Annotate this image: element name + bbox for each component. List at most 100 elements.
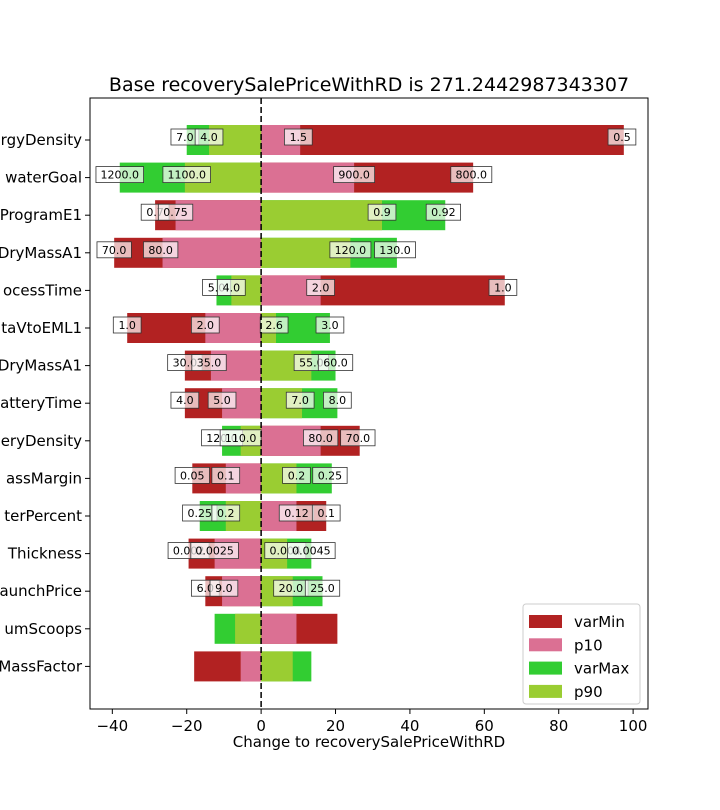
- bar-annotation: 4.0: [217, 278, 246, 296]
- bar-annotation: 0.0025: [190, 542, 239, 559]
- x-tick-label: −20: [171, 717, 203, 735]
- annotation-box: [282, 466, 311, 484]
- annotation-text: 5.0: [213, 394, 231, 407]
- bar-p10-14: [240, 651, 262, 682]
- annotation-box: [174, 466, 210, 484]
- bar-annotation: 8.0: [323, 391, 352, 409]
- bar-annotation: 0.25: [182, 504, 218, 522]
- annotation-box: [194, 128, 224, 146]
- annotation-box: [450, 166, 493, 184]
- bar-annotation: 110.0: [219, 429, 262, 447]
- annotation-text: 1200.0: [101, 169, 140, 182]
- annotation-text: 0.12: [284, 507, 309, 520]
- annotation-text: 4.0: [176, 394, 194, 407]
- legend-swatch-p90: [529, 684, 562, 698]
- bar-annotation: 3.0: [315, 316, 345, 334]
- annotation-box: [112, 316, 142, 334]
- annotation-box: [329, 241, 372, 259]
- y-tick-label: waterGoal: [5, 169, 82, 187]
- annotation-text: 25.0: [310, 582, 335, 595]
- annotation-box: [95, 166, 144, 184]
- annotation-text: 35.0: [197, 357, 222, 370]
- annotation-text: 0.25: [318, 469, 343, 482]
- y-tick-label: atteryTime: [0, 394, 82, 412]
- annotation-box: [207, 391, 237, 409]
- y-tick-label: MassFactor: [0, 657, 83, 675]
- bar-p10-13: [261, 613, 297, 644]
- bar-annotation: 7.0: [285, 391, 315, 409]
- bar-annotation: 80.0: [143, 241, 179, 259]
- annotation-text: 0.2: [217, 507, 235, 520]
- annotation-box: [285, 391, 315, 409]
- annotation-box: [191, 354, 227, 372]
- bar-annotation: 4.0: [194, 128, 224, 146]
- annotation-box: [211, 466, 241, 484]
- y-tick-label: eryDensity: [1, 432, 82, 450]
- y-tick-label: umScoops: [4, 620, 82, 638]
- annotation-text: 9.0: [215, 582, 233, 595]
- annotation-box: [374, 241, 416, 259]
- y-tick-label: DryMassA1: [0, 244, 82, 262]
- annotation-text: 80.0: [148, 244, 173, 257]
- annotation-box: [304, 579, 341, 597]
- annotation-box: [96, 241, 132, 259]
- x-tick-label: 80: [549, 717, 568, 735]
- bar-p90-13: [235, 613, 262, 644]
- bar-annotation: 70.0: [340, 429, 376, 447]
- annotation-text: 0.92: [431, 206, 456, 219]
- annotation-text: 1100.0: [167, 169, 206, 182]
- x-tick-label: 20: [326, 717, 345, 735]
- annotation-box: [217, 278, 246, 296]
- annotation-text: 0.5: [613, 131, 631, 144]
- annotation-text: 130.0: [379, 244, 411, 257]
- annotation-box: [287, 542, 336, 559]
- y-tick-label: ocessTime: [3, 281, 82, 299]
- annotation-box: [333, 166, 376, 184]
- annotation-text: 4.0: [200, 131, 218, 144]
- bar-annotation: 0.9: [367, 203, 397, 221]
- bar-varMin-0: [261, 125, 624, 155]
- y-tick-label: rgyDensity: [1, 131, 82, 149]
- annotation-text: 0.05: [180, 469, 205, 482]
- annotation-box: [425, 203, 462, 221]
- bar-annotation: 800.0: [450, 166, 493, 184]
- x-tick-label: 60: [475, 717, 494, 735]
- annotation-box: [219, 429, 262, 447]
- annotation-text: 0.75: [163, 206, 188, 219]
- bar-annotation: 0.1: [311, 504, 341, 522]
- annotation-text: 1.0: [494, 281, 512, 294]
- legend-swatch-p10: [529, 638, 562, 652]
- annotation-text: 20.0: [279, 582, 304, 595]
- annotation-text: 70.0: [102, 244, 127, 257]
- annotation-box: [317, 354, 354, 372]
- annotation-text: 1.0: [118, 319, 136, 332]
- y-tick-label: assMargin: [6, 469, 82, 487]
- bar-annotation: 1200.0: [95, 166, 144, 184]
- annotation-text: 0.1: [317, 507, 335, 520]
- y-tick-label: terPercent: [4, 507, 82, 525]
- annotation-box: [340, 429, 376, 447]
- annotation-box: [162, 166, 211, 184]
- bar-annotation: 70.0: [96, 241, 132, 259]
- annotation-box: [143, 241, 179, 259]
- bar-annotation: 0.1: [211, 466, 241, 484]
- annotation-text: 80.0: [308, 432, 333, 445]
- bar-annotation: 120.0: [329, 241, 372, 259]
- y-tick-label: DryMassA1: [0, 357, 82, 375]
- annotation-box: [323, 391, 352, 409]
- bar-annotation: 0.25: [312, 466, 348, 484]
- annotation-box: [315, 316, 345, 334]
- legend: varMin p10 varMax p90: [522, 603, 641, 705]
- legend-label-varMin: varMin: [574, 613, 625, 631]
- chart-title: Base recoverySalePriceWithRD is 271.2442…: [109, 74, 629, 96]
- annotation-text: 900.0: [338, 169, 370, 182]
- annotation-box: [312, 466, 348, 484]
- annotation-text: 70.0: [346, 432, 371, 445]
- legend-frame: [522, 603, 641, 705]
- annotation-text: 3.0: [321, 319, 339, 332]
- y-tick-label: ProgramE1: [0, 206, 82, 224]
- annotation-text: 0.0025: [195, 545, 234, 558]
- bar-annotation: 1100.0: [162, 166, 211, 184]
- annotation-text: 0.25: [187, 507, 212, 520]
- annotation-box: [284, 128, 313, 146]
